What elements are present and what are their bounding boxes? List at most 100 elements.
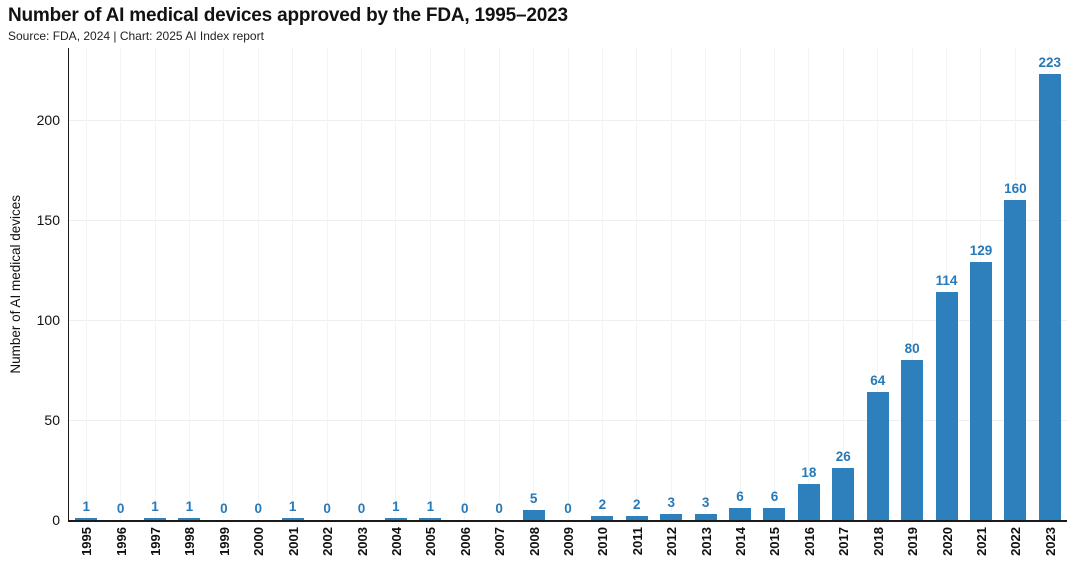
- gridline-vertical: [773, 48, 775, 520]
- bar-2005: [419, 518, 442, 520]
- gridline-vertical: [911, 48, 913, 520]
- x-tick-label-text: 2016: [801, 527, 817, 556]
- x-tick-label-text: 1998: [182, 527, 198, 556]
- bar-2001: [281, 518, 304, 520]
- bar-2010: [591, 516, 614, 520]
- x-tick-label-text: 2000: [251, 527, 267, 556]
- gridline-vertical: [877, 48, 879, 520]
- x-tick-label-text: 2017: [836, 527, 852, 556]
- x-tick-label-text: 2009: [561, 527, 576, 556]
- bar-value-label: 0: [495, 501, 503, 516]
- bar-value-label: 18: [801, 465, 817, 480]
- bar-2016: [797, 484, 820, 520]
- x-tick-label: 2001: [284, 527, 302, 574]
- bar-value-label: 114: [935, 273, 958, 288]
- bar-value-label: 3: [701, 495, 710, 510]
- x-tick-label-text: 1995: [79, 527, 95, 556]
- x-tick-label: 2003: [353, 527, 371, 574]
- x-tick-label-text: 2008: [526, 527, 542, 556]
- x-tick-label-text: 1999: [216, 527, 232, 556]
- x-tick-label: 2011: [628, 527, 646, 574]
- x-tick-label: 2015: [766, 527, 784, 574]
- bar-1998: [178, 518, 201, 520]
- x-tick-label: 2000: [250, 527, 268, 574]
- bar-value-label: 26: [835, 449, 851, 464]
- gridline-vertical: [533, 48, 535, 520]
- bar-2012: [660, 514, 683, 520]
- x-tick-label: 2017: [835, 527, 853, 574]
- bar-2015: [763, 508, 786, 520]
- x-tick-label-text: 2002: [320, 527, 336, 556]
- x-tick-label: 1997: [147, 527, 165, 574]
- x-tick-label-text: 2012: [664, 527, 680, 556]
- chart-title: Number of AI medical devices approved by…: [8, 5, 568, 26]
- gridline-vertical: [842, 48, 844, 520]
- bar-value-label: 0: [323, 501, 331, 516]
- x-tick-label-text: 2023: [1042, 527, 1058, 556]
- gridline-vertical: [464, 48, 466, 520]
- x-tick-label-text: 2014: [733, 527, 749, 556]
- bar-value-label: 6: [770, 489, 779, 504]
- gridline-vertical: [223, 48, 225, 520]
- gridline-vertical: [636, 48, 638, 520]
- bar-value-label: 0: [460, 501, 469, 516]
- x-tick-label-text: 2013: [698, 527, 714, 556]
- gridline-vertical: [498, 48, 500, 520]
- bar-2019: [901, 360, 924, 520]
- gridline-vertical: [567, 48, 569, 520]
- y-tick-label: 150: [36, 212, 60, 228]
- bar-2023: [1038, 74, 1061, 520]
- gridline-vertical: [154, 48, 156, 520]
- bar-value-label: 0: [220, 501, 228, 516]
- gridline-vertical: [188, 48, 190, 520]
- bar-value-label: 223: [1038, 55, 1062, 70]
- bar-value-label: 0: [564, 501, 572, 516]
- x-tick-label: 2018: [869, 527, 887, 574]
- bar-value-label: 6: [736, 489, 744, 504]
- x-tick-label: 2013: [697, 527, 715, 574]
- bar-1997: [144, 518, 167, 520]
- x-tick-label-text: 2019: [905, 527, 921, 556]
- x-tick-label-text: 2021: [973, 527, 989, 556]
- gridline-vertical: [739, 48, 741, 520]
- bar-2014: [729, 508, 752, 520]
- gridline-vertical: [705, 48, 707, 520]
- x-tick-label-text: 2015: [767, 527, 783, 556]
- bar-value-label: 64: [870, 373, 886, 388]
- bar-value-label: 80: [904, 341, 920, 356]
- x-tick-label-text: 2006: [457, 527, 473, 556]
- x-tick-label-text: 1997: [148, 527, 164, 556]
- bar-2008: [522, 510, 545, 520]
- x-tick-label-text: 2003: [354, 527, 370, 556]
- x-tick-label-text: 2005: [423, 527, 439, 556]
- x-tick-label-text: 2010: [595, 527, 611, 556]
- bar-value-label: 2: [598, 497, 607, 512]
- bar-2018: [866, 392, 889, 520]
- bar-2011: [625, 516, 648, 520]
- y-tick-label: 0: [52, 512, 60, 528]
- gridline-vertical: [292, 48, 294, 520]
- bar-value-label: 1: [426, 499, 435, 514]
- x-tick-label-text: 2004: [388, 527, 404, 556]
- bar-2004: [384, 518, 407, 520]
- gridline-vertical: [120, 48, 122, 520]
- bar-value-label: 0: [357, 501, 366, 516]
- bar-1995: [75, 518, 98, 520]
- gridline-vertical: [601, 48, 603, 520]
- x-tick-label: 2006: [456, 527, 474, 574]
- x-tick-label: 2007: [491, 527, 509, 574]
- x-tick-label: 2023: [1041, 527, 1059, 574]
- bar-2017: [832, 468, 855, 520]
- bar-value-label: 3: [667, 495, 675, 510]
- gridline-vertical: [361, 48, 363, 520]
- bar-value-label: 0: [254, 501, 263, 516]
- bar-2022: [1004, 200, 1027, 520]
- bar-2020: [935, 292, 958, 520]
- gridline-vertical: [257, 48, 259, 520]
- x-tick-label: 2021: [972, 527, 990, 574]
- x-tick-label: 1999: [215, 527, 233, 574]
- gridline-vertical: [946, 48, 948, 520]
- bar-value-label: 1: [288, 499, 297, 514]
- bar-value-label: 0: [116, 501, 125, 516]
